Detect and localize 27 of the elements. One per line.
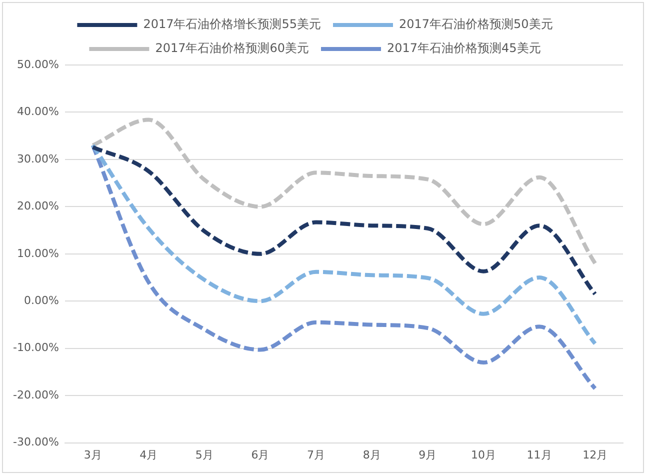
x-tick-label: 3月 (84, 448, 102, 462)
x-tick-label: 10月 (470, 448, 496, 462)
legend-label: 2017年石油价格预测60美元 (155, 41, 310, 56)
y-tick-label: 30.00% (16, 152, 59, 166)
y-tick-label: -20.00% (12, 388, 59, 402)
y-tick-label: 10.00% (16, 246, 59, 260)
legend-label: 2017年石油价格预测50美元 (399, 17, 553, 32)
x-tick-label: 4月 (140, 448, 158, 462)
line-series (90, 145, 598, 296)
legend-label: 2017年石油价格预测45美元 (387, 41, 541, 56)
line-series (90, 143, 598, 390)
x-tick-label: 12月 (582, 448, 608, 462)
x-tick-label: 7月 (307, 448, 326, 462)
x-tick-label: 5月 (195, 448, 214, 462)
legend-label: 2017年石油价格增长预测55美元 (143, 17, 322, 32)
x-tick-label: 8月 (362, 448, 381, 462)
y-tick-label: 40.00% (16, 105, 59, 118)
line-series (90, 118, 598, 266)
y-tick-label: -30.00% (12, 436, 59, 449)
y-tick-label: 0.00% (24, 294, 59, 307)
line-series (90, 143, 598, 346)
y-tick-label: 50.00% (16, 58, 59, 71)
y-tick-label: 20.00% (16, 200, 59, 213)
x-tick-label: 6月 (251, 448, 270, 462)
x-tick-label: 9月 (418, 448, 437, 462)
x-tick-label: 11月 (526, 448, 552, 462)
y-tick-label: -10.00% (12, 341, 59, 354)
